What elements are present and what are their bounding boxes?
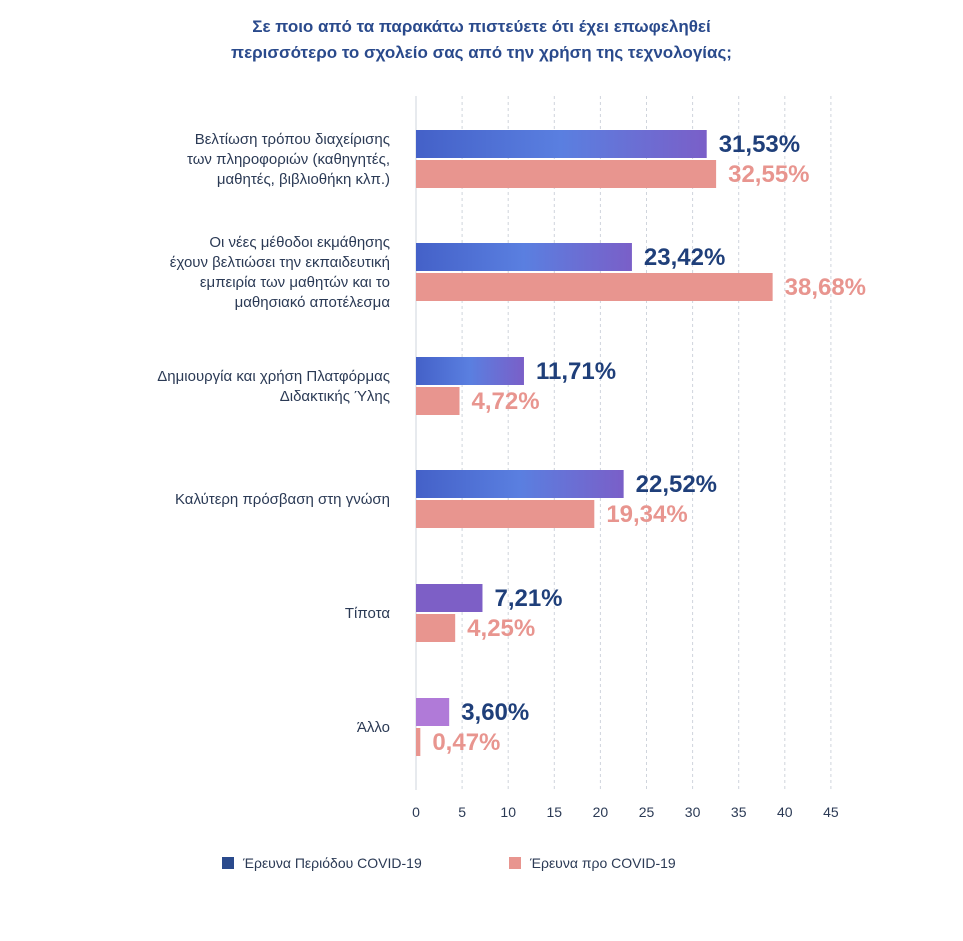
- category-label: μαθησιακό αποτέλεσμα: [235, 294, 391, 311]
- x-tick-label: 35: [731, 804, 747, 820]
- legend-swatch-covid: [222, 857, 234, 869]
- bars: [416, 130, 773, 756]
- category-label: Διδακτικής Ύλης: [280, 388, 390, 405]
- x-tick-label: 20: [593, 804, 609, 820]
- legend-label-covid: Έρευνα Περιόδου COVID-19: [242, 855, 422, 871]
- x-tick-label: 45: [823, 804, 839, 820]
- bar-pre-covid: [416, 387, 460, 415]
- x-tick-label: 25: [639, 804, 655, 820]
- chart-title: Σε ποιο από τα παρακάτω πιστεύετε ότι έχ…: [0, 14, 963, 66]
- category-labels: Βελτίωση τρόπου διαχείρισης των πληροφορι…: [157, 131, 390, 736]
- category-label: Άλλο: [357, 719, 390, 736]
- legend-swatch-pre-covid: [509, 857, 521, 869]
- category-label: Οι νέες μέθοδοι εκμάθησης: [209, 234, 390, 251]
- bar-covid: [416, 130, 707, 158]
- value-label-pre-covid: 32,55%: [728, 161, 809, 188]
- value-label-pre-covid: 38,68%: [785, 274, 866, 301]
- category-label: Δημιουργία και χρήση Πλατφόρμας: [157, 368, 390, 385]
- bar-pre-covid: [416, 273, 773, 301]
- value-label-pre-covid: 0,47%: [432, 729, 500, 756]
- category-label: των πληροφοριών (καθηγητές,: [187, 151, 390, 168]
- chart-title-line-1: Σε ποιο από τα παρακάτω πιστεύετε ότι έχ…: [252, 17, 711, 36]
- value-label-pre-covid: 4,25%: [467, 615, 535, 642]
- value-label-covid: 23,42%: [644, 244, 725, 271]
- bar-pre-covid: [416, 728, 421, 756]
- value-label-covid: 7,21%: [494, 585, 562, 612]
- value-label-covid: 11,71%: [536, 358, 616, 385]
- value-label-covid: 3,60%: [461, 699, 529, 726]
- value-label-covid: 31,53%: [719, 131, 800, 158]
- x-tick-label: 0: [412, 804, 420, 820]
- bar-covid: [416, 243, 632, 271]
- x-tick-label: 10: [500, 804, 516, 820]
- x-tick-label: 5: [458, 804, 466, 820]
- x-axis-ticks: 0 5 10 15 20 25 30 35 40 45: [412, 804, 839, 820]
- gridlines: [415, 96, 832, 790]
- legend: Έρευνα Περιόδου COVID-19 Έρευνα προ COVID…: [222, 855, 676, 871]
- x-tick-label: 15: [547, 804, 563, 820]
- category-label: Καλύτερη πρόσβαση στη γνώση: [175, 491, 390, 508]
- x-tick-label: 30: [685, 804, 701, 820]
- chart-title-line-2: περισσότερο το σχολείο σας από την χρήση…: [231, 43, 732, 62]
- bar-pre-covid: [416, 614, 456, 642]
- legend-label-pre-covid: Έρευνα προ COVID-19: [529, 855, 676, 871]
- value-label-covid: 22,52%: [636, 471, 717, 498]
- bar-pre-covid: [416, 160, 717, 188]
- category-label: εμπειρία των μαθητών και το: [200, 274, 390, 291]
- bar-covid: [416, 584, 483, 612]
- bar-covid: [416, 470, 624, 498]
- bar-covid: [416, 357, 524, 385]
- value-label-pre-covid: 4,72%: [472, 388, 540, 415]
- value-label-pre-covid: 19,34%: [606, 501, 687, 528]
- category-label: Τίποτα: [345, 605, 390, 622]
- x-tick-label: 40: [777, 804, 793, 820]
- bar-covid: [416, 698, 450, 726]
- value-labels: 31,53% 32,55% 23,42% 38,68% 11,71% 4,72% 22,52…: [432, 131, 866, 756]
- category-label: Βελτίωση τρόπου διαχείρισης: [195, 131, 390, 148]
- category-label: έχουν βελτιώσει την εκπαιδευτική: [170, 254, 390, 271]
- category-label: μαθητές, βιβλιοθήκη κλπ.): [217, 171, 390, 188]
- bar-pre-covid: [416, 500, 595, 528]
